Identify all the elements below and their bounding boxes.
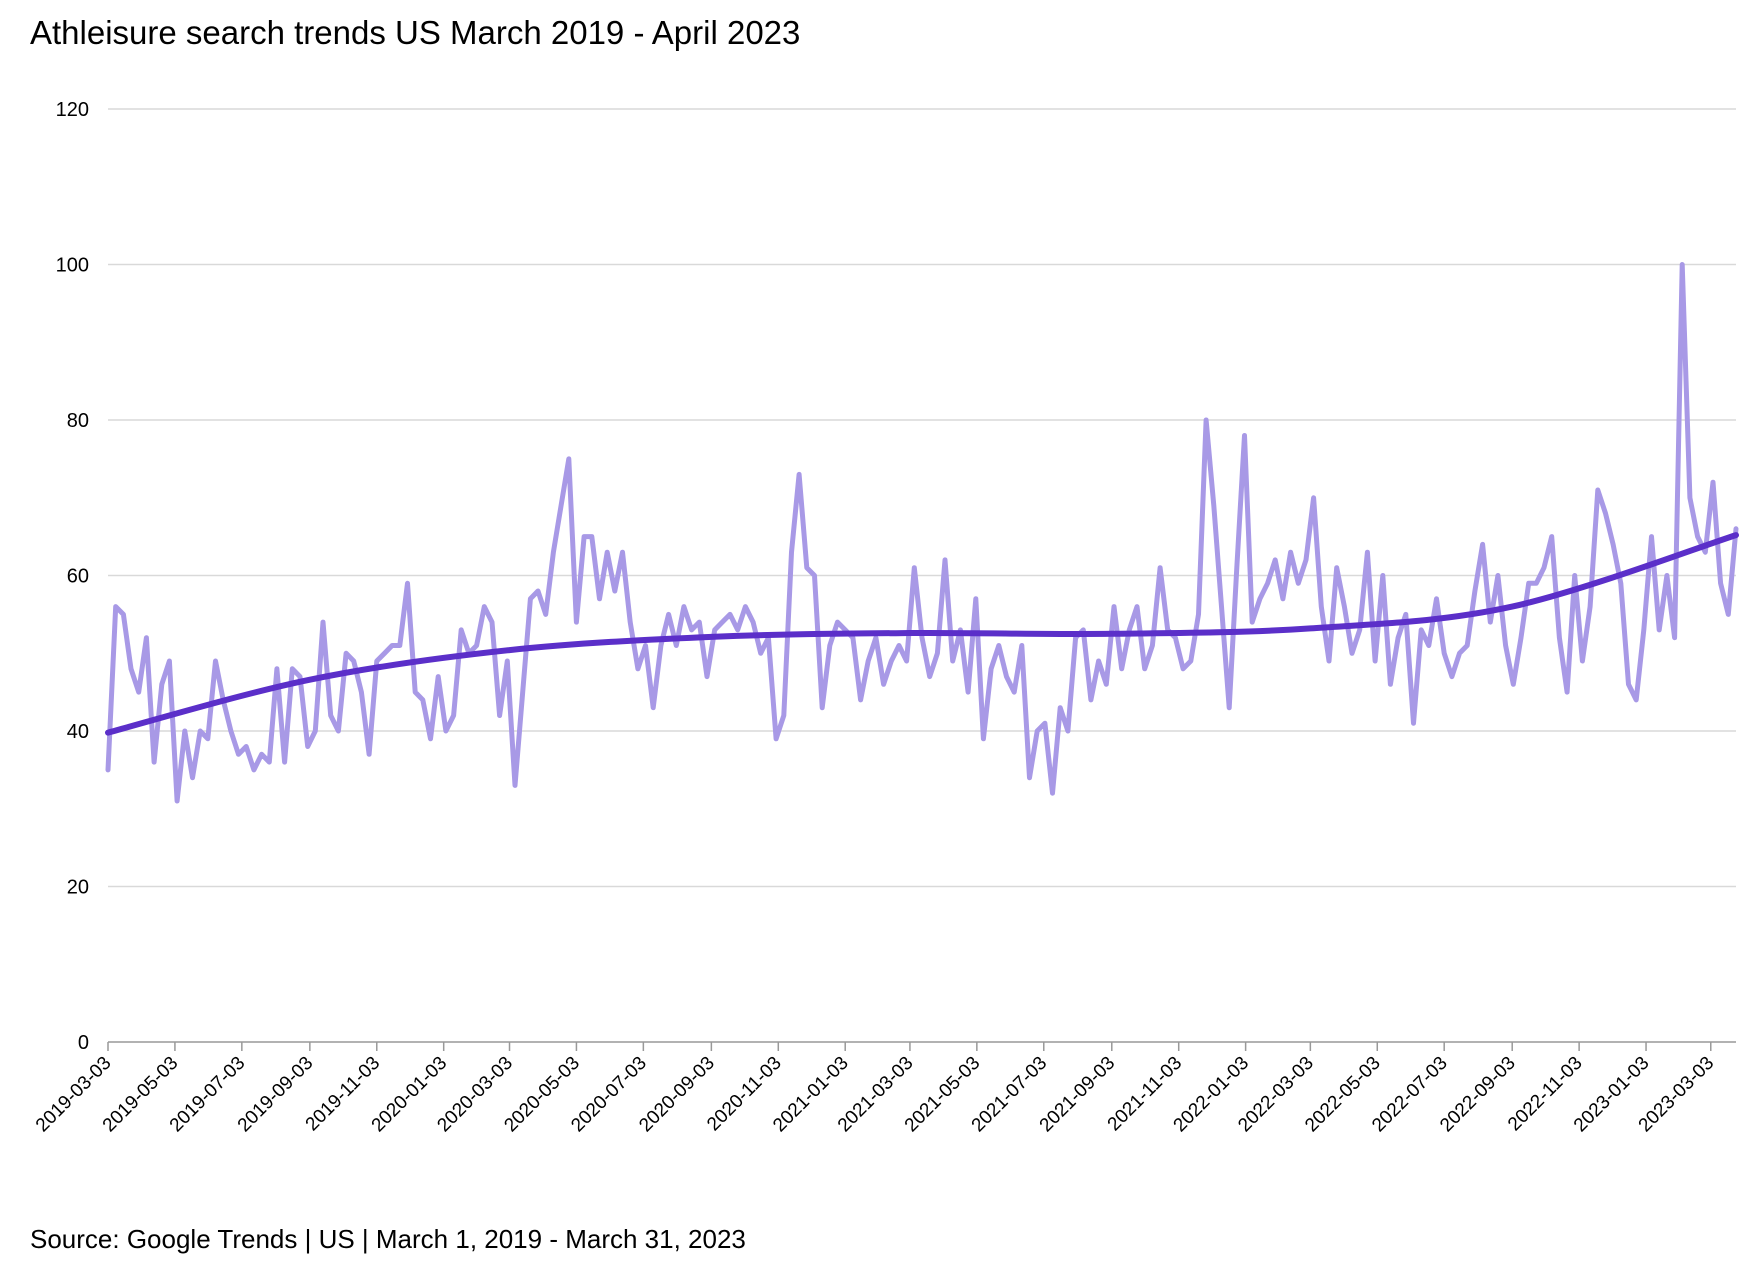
y-tick-label: 20 bbox=[67, 877, 89, 899]
series-layer bbox=[105, 262, 1739, 804]
y-tick-label: 120 bbox=[56, 99, 89, 121]
y-tick-label: 80 bbox=[67, 410, 89, 432]
y-tick-label: 0 bbox=[78, 1032, 89, 1054]
y-tick-label: 100 bbox=[56, 255, 89, 277]
source-note: Source: Google Trends | US | March 1, 20… bbox=[30, 1224, 746, 1254]
y-axis-ticks: 0 20 40 60 80 100 120 bbox=[56, 99, 89, 1054]
chart-title: Athleisure search trends US March 2019 -… bbox=[30, 14, 801, 51]
x-axis: 2019-03-032019-05-032019-07-032019-09-03… bbox=[32, 1041, 1736, 1136]
search-interest-line bbox=[105, 262, 1739, 804]
y-tick-label: 60 bbox=[67, 566, 89, 588]
trend-line bbox=[105, 532, 1739, 736]
y-tick-label: 40 bbox=[67, 721, 89, 743]
gridlines bbox=[108, 108, 1736, 888]
